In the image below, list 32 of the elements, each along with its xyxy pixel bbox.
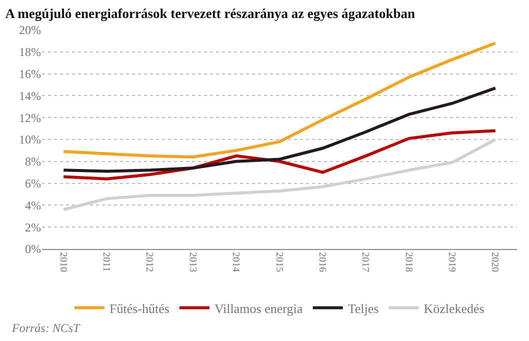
y-tick-label: 12% xyxy=(19,110,41,125)
line-series xyxy=(62,42,497,159)
y-tick-label: 16% xyxy=(19,67,41,81)
x-tick-label: 2014 xyxy=(230,252,242,272)
x-tick-label: 2018 xyxy=(402,252,414,272)
x-tick-label: 2015 xyxy=(273,252,284,272)
y-tick-label: 10% xyxy=(19,132,41,147)
y-tick-label: 20% xyxy=(19,23,41,38)
y-tick-label: 6% xyxy=(25,176,41,190)
legend-label: Közlekedés xyxy=(424,300,484,316)
x-tick-label: 2019 xyxy=(446,252,457,272)
line-series xyxy=(62,86,497,173)
line-series xyxy=(62,138,497,212)
y-tick-label: 2% xyxy=(25,220,41,234)
text: Forrás: NCsT xyxy=(11,321,82,335)
x-tick-label: 2010 xyxy=(57,252,68,272)
chart-title: A megújuló energiaforrások tervezett részaránya az egyes ágazatokban xyxy=(5,6,416,21)
x-tick-label: 2011 xyxy=(100,252,112,272)
x-tick-label: 2013 xyxy=(186,252,198,272)
x-tick-label: 2017 xyxy=(360,252,371,272)
y-tick-label: 18% xyxy=(19,45,41,60)
legend-label: Fűtés-hűtés xyxy=(110,300,170,316)
y-tick-label: 4% xyxy=(25,198,41,212)
x-tick-label: 2020 xyxy=(489,252,500,272)
y-tick-label: 8% xyxy=(25,154,41,169)
x-tick-label: 2016 xyxy=(316,252,328,272)
y-tick-label: 0% xyxy=(25,242,41,256)
legend-label: Villamos energia xyxy=(214,300,303,316)
line-series xyxy=(62,129,497,180)
y-tick-label: 14% xyxy=(19,88,41,103)
legend-label: Teljes xyxy=(348,300,379,316)
x-tick-label: 2012 xyxy=(144,252,155,272)
